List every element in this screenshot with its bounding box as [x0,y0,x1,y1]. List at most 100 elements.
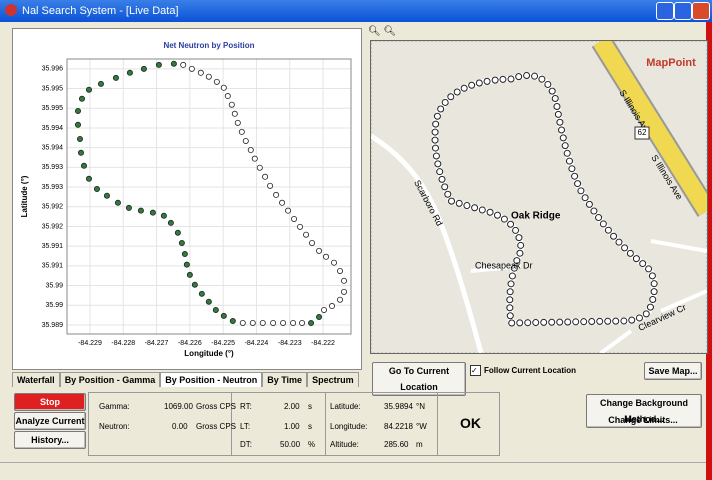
point [341,277,348,284]
y-tick-label: 35.991 [42,243,64,250]
point [103,192,110,199]
y-tick-label: 35.992 [42,223,64,230]
point [180,61,187,68]
history-button[interactable]: History... [14,431,86,449]
point [270,319,277,326]
ok-indicator: OK [460,415,481,431]
y-tick-label: 35.99 [45,302,63,309]
gamma-unit: Gross CPS [196,402,237,411]
point [297,223,304,230]
point [125,204,132,211]
point [331,259,338,266]
x-tick-label: -84.224 [245,340,269,347]
y-tick-label: 35.992 [42,204,64,211]
point [85,175,92,182]
rt-value: 2.00 [284,402,300,411]
point [205,298,212,305]
point [74,121,81,128]
tab[interactable]: By Time [262,372,308,387]
lt-unit: s [308,422,312,431]
dt-unit: % [308,440,316,449]
analyze-button[interactable]: Analyze Current [14,412,86,430]
gamma-label: Gamma: [99,402,130,411]
point [197,69,204,76]
lon-value: 84.2218 [384,422,413,431]
point [224,93,231,100]
y-tick-label: 35.993 [42,164,64,171]
y-tick-label: 35.996 [42,66,64,73]
point [112,74,119,81]
y-axis-label: Latitude (°) [20,175,29,217]
zoom-icons[interactable]: 🔍︎ 🔍︎ [368,26,397,37]
x-tick-label: -84.223 [278,340,302,347]
tab[interactable]: By Position - Neutron [160,372,263,387]
app-icon [5,4,17,16]
goto-button[interactable]: Go To Current Location [372,362,466,396]
limits-button[interactable]: Change Limits... [608,415,678,425]
point [279,199,286,206]
point [308,319,315,326]
x-tick-label: -84.229 [78,340,102,347]
x-tick-label: -84.226 [178,340,202,347]
point [316,314,323,321]
point [186,271,193,278]
point [316,247,323,254]
tab-strip: Waterfall By Position - Gamma By Position … [12,370,359,387]
tab[interactable]: Waterfall [12,372,60,387]
status-panel [88,392,500,456]
save-button[interactable]: Save Map... [644,362,702,380]
point [220,84,227,91]
map: MapPoint S Illinois Ave 62 S Illinois Av… [370,40,708,354]
point [155,61,162,68]
point [303,231,310,238]
lt-value: 1.00 [284,422,300,431]
road-loop [432,72,658,327]
background-button[interactable]: Change Background Method... [586,394,702,428]
map-brand: MapPoint [646,57,696,69]
road [371,133,484,353]
rt-label: RT: [240,402,252,411]
point [309,239,316,246]
point [167,219,174,226]
point [242,137,249,144]
point [256,164,263,171]
follow-label: Follow Current Location [484,366,576,375]
place-label: Oak Ridge [511,211,561,222]
tab[interactable]: By Position - Gamma [59,372,161,387]
point [247,147,254,154]
point [229,317,236,324]
follow-checkbox[interactable]: ✓ [470,365,481,376]
point [181,251,188,258]
status-bar [0,462,706,480]
stop-button[interactable]: Stop [14,393,86,411]
tab[interactable]: Spectrum [307,372,359,387]
point [249,319,256,326]
point [321,306,328,313]
point [212,306,219,313]
point [126,69,133,76]
maximize[interactable] [674,2,692,20]
point [178,239,185,246]
route-shield [634,126,650,140]
point [76,135,83,142]
point [291,215,298,222]
alt-unit: m [416,440,423,449]
point [78,95,85,102]
trail-outline [431,72,658,327]
close[interactable] [692,2,710,20]
plot-frame [66,58,352,335]
chart-title: Net Neutron by Position [163,41,254,50]
point [149,209,156,216]
lt-label: LT: [240,422,251,431]
lon-label: Longitude: [330,422,368,431]
point [205,73,212,80]
y-tick-label: 35.995 [42,105,64,112]
point [74,108,81,115]
point [183,261,190,268]
lon-unit: °W [416,422,427,431]
minimize[interactable] [656,2,674,20]
point [97,80,104,87]
point [239,319,246,326]
y-tick-label: 35.994 [42,144,64,151]
